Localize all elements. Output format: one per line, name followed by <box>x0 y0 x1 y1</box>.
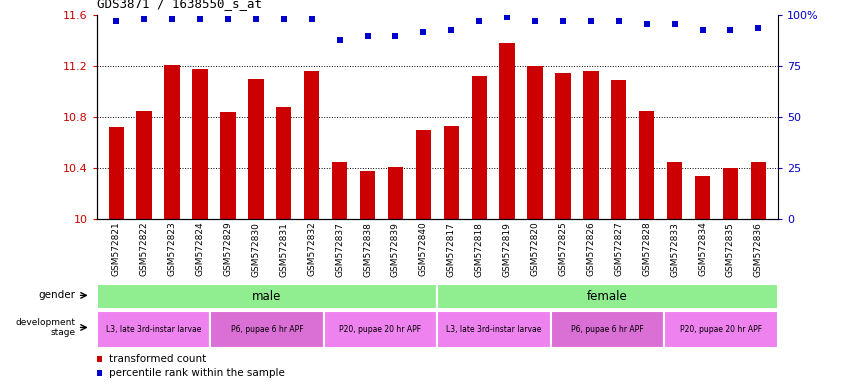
Bar <box>108 127 124 219</box>
Bar <box>437 284 778 309</box>
Bar <box>415 130 431 219</box>
Bar <box>165 65 180 219</box>
Bar <box>220 112 235 219</box>
Text: L3, late 3rd-instar larvae: L3, late 3rd-instar larvae <box>106 325 201 334</box>
Text: female: female <box>587 290 628 303</box>
Bar <box>210 311 324 348</box>
Bar <box>324 311 437 348</box>
Bar <box>583 71 599 219</box>
Text: P20, pupae 20 hr APF: P20, pupae 20 hr APF <box>340 325 421 334</box>
Bar <box>193 69 208 219</box>
Bar <box>667 162 682 219</box>
Bar <box>527 66 542 219</box>
Text: GDS3871 / 1638550_s_at: GDS3871 / 1638550_s_at <box>97 0 262 10</box>
Bar <box>332 162 347 219</box>
Text: transformed count: transformed count <box>109 354 207 364</box>
Bar <box>388 167 403 219</box>
Bar <box>551 311 664 348</box>
Text: gender: gender <box>39 290 76 300</box>
Text: L3, late 3rd-instar larvae: L3, late 3rd-instar larvae <box>447 325 542 334</box>
Bar <box>639 111 654 219</box>
Bar <box>500 43 515 219</box>
Text: P20, pupae 20 hr APF: P20, pupae 20 hr APF <box>680 325 762 334</box>
Text: P6, pupae 6 hr APF: P6, pupae 6 hr APF <box>571 325 644 334</box>
Bar <box>695 175 710 219</box>
Bar <box>722 168 738 219</box>
Bar <box>248 79 263 219</box>
Bar <box>555 73 571 219</box>
Bar <box>437 311 551 348</box>
Bar <box>97 311 210 348</box>
Bar <box>97 284 437 309</box>
Text: P6, pupae 6 hr APF: P6, pupae 6 hr APF <box>230 325 304 334</box>
Bar <box>664 311 778 348</box>
Bar <box>276 107 292 219</box>
Bar <box>472 76 487 219</box>
Bar <box>304 71 320 219</box>
Bar <box>751 162 766 219</box>
Bar <box>443 126 459 219</box>
Text: percentile rank within the sample: percentile rank within the sample <box>109 368 285 378</box>
Bar <box>136 111 152 219</box>
Bar <box>360 170 375 219</box>
Bar <box>611 80 627 219</box>
Text: development
stage: development stage <box>16 318 76 337</box>
Text: male: male <box>252 290 282 303</box>
